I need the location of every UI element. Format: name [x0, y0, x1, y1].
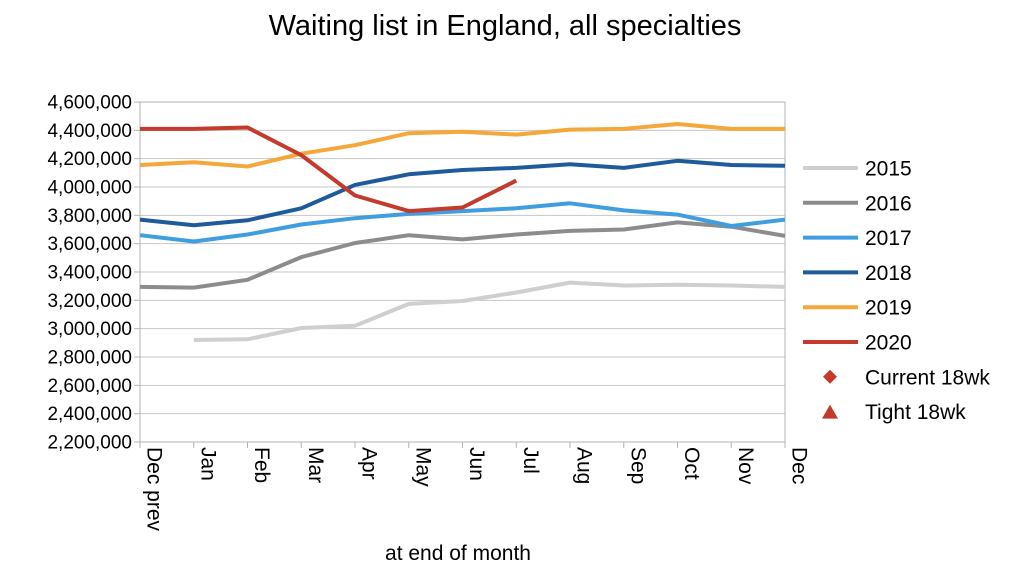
x-tick-label: Dec	[788, 447, 811, 484]
legend-marker-triangle	[822, 404, 838, 419]
y-tick-label: 3,200,000	[47, 291, 132, 312]
legend-label: 2015	[865, 158, 912, 181]
series-line-2018	[139, 158, 786, 228]
y-tick-label: 2,200,000	[47, 433, 132, 454]
x-axis: Dec prev Jan Feb Mar Apr May Jun Jul Aug Sep Oct No…	[139, 442, 811, 532]
series-line-2019	[139, 122, 785, 169]
x-tick-label: Nov	[734, 447, 757, 485]
x-tick-label: Oct	[680, 447, 703, 480]
y-tick-label: 4,600,000	[47, 93, 132, 114]
series-line-2016	[139, 220, 786, 290]
y-tick-label: 2,800,000	[47, 348, 132, 369]
y-tick-label: 4,000,000	[47, 178, 132, 199]
x-tick-label: Jun	[465, 447, 488, 481]
x-tick-label: Dec prev	[143, 447, 166, 532]
x-tick-label: Sep	[626, 447, 649, 484]
y-axis: 2,200,000 2,400,000 2,600,000 2,800,000 3,00…	[47, 93, 140, 454]
x-axis-label: at end of month	[385, 542, 531, 565]
x-tick-label: Feb	[250, 447, 273, 483]
x-tick-label: Jul	[519, 447, 542, 474]
y-tick-label: 3,800,000	[47, 206, 132, 227]
y-tick-label: 4,400,000	[47, 121, 132, 142]
x-tick-label: Mar	[304, 447, 327, 483]
legend-label: 2018	[865, 262, 912, 285]
legend-label: 2019	[865, 297, 912, 320]
legend-label: 2017	[865, 227, 912, 250]
y-tick-label: 3,000,000	[47, 319, 132, 340]
legend-label: 2016	[865, 192, 912, 215]
y-tick-label: 2,400,000	[47, 404, 132, 425]
legend-label: Current 18wk	[865, 366, 990, 389]
series-line-2020	[140, 125, 518, 214]
series-line-2017	[139, 201, 786, 244]
series-lines	[139, 122, 786, 342]
series-line-2015	[193, 280, 786, 342]
x-tick-label: May	[411, 447, 434, 487]
y-tick-label: 3,400,000	[47, 263, 132, 284]
chart-title: Waiting list in England, all specialties	[269, 10, 742, 42]
legend-label: 2020	[865, 332, 912, 355]
y-tick-label: 2,600,000	[47, 376, 132, 397]
x-tick-label: Aug	[573, 447, 596, 484]
y-tick-label: 4,200,000	[47, 149, 132, 170]
legend-marker-diamond	[823, 369, 837, 384]
legend-label: Tight 18wk	[865, 401, 966, 424]
legend: 2015 2016 2017 2018 2019 2020 Current 18wk Tigh…	[803, 158, 990, 424]
x-tick-label: Apr	[358, 447, 381, 480]
y-tick-label: 3,600,000	[47, 234, 132, 255]
gridlines	[140, 101, 785, 443]
x-tick-label: Jan	[196, 447, 219, 481]
